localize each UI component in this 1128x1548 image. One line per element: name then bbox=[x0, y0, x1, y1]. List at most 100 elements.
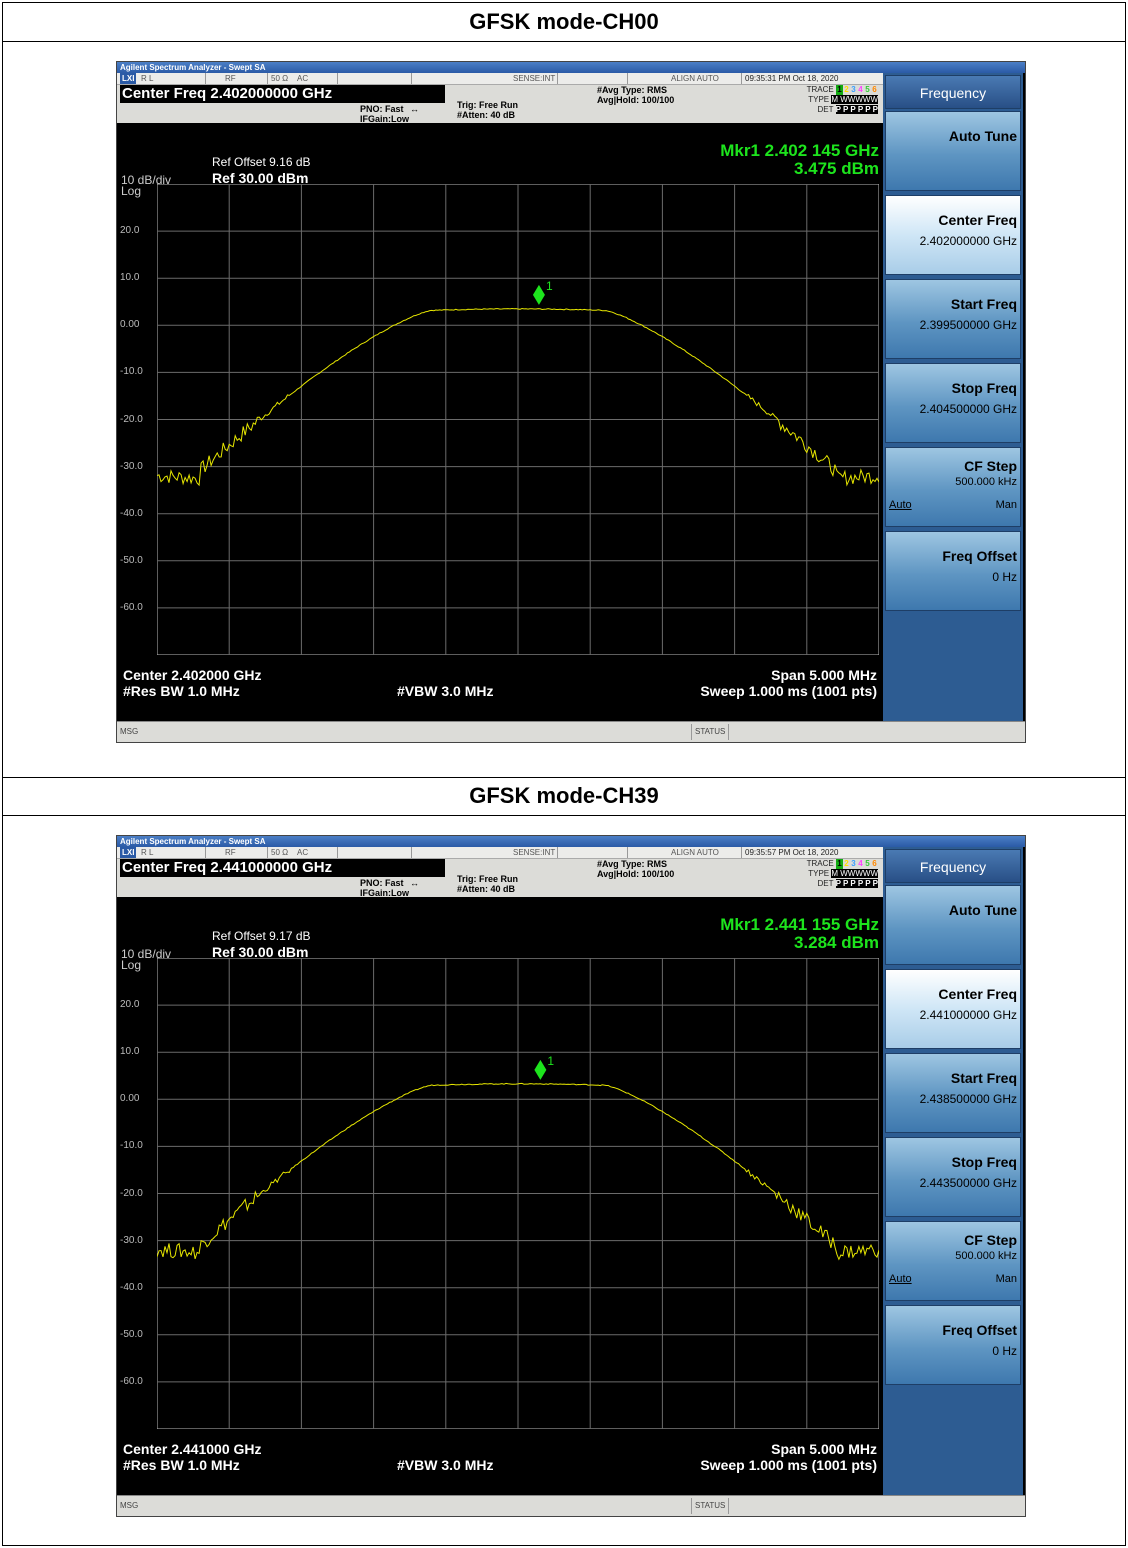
cf-step-button[interactable]: CF Step 500.000 kHz Auto Man bbox=[885, 1221, 1021, 1301]
divider bbox=[3, 41, 1125, 42]
det-label: DET bbox=[817, 105, 834, 114]
divider bbox=[3, 815, 1125, 816]
marker-amp: 3.475 dBm bbox=[793, 159, 879, 178]
vbw-label: #VBW 3.0 MHz bbox=[397, 1457, 494, 1473]
trace-number: 5 bbox=[865, 859, 870, 868]
y-tick-label: -20.0 bbox=[120, 1187, 143, 1199]
start-freq-value: 2.438500000 GHz bbox=[919, 1092, 1017, 1106]
divider bbox=[3, 777, 1125, 778]
cf-step-auto[interactable]: Auto bbox=[889, 499, 912, 511]
freq-offset-value: 0 Hz bbox=[992, 570, 1017, 584]
marker-readout: Mkr1 2.402 145 GHz 3.475 dBm bbox=[720, 142, 879, 178]
avg-hold-label: Avg|Hold: 100/100 bbox=[597, 95, 675, 105]
sweep-label: Sweep 1.000 ms (1001 pts) bbox=[700, 1457, 877, 1473]
cf-step-man[interactable]: Man bbox=[995, 499, 1017, 511]
start-freq-button[interactable]: Start Freq 2.438500000 GHz bbox=[885, 1053, 1021, 1133]
log-label: Log bbox=[121, 958, 142, 972]
stop-freq-label: Stop Freq bbox=[951, 1154, 1017, 1170]
message-bar: MSG STATUS bbox=[117, 1495, 1025, 1516]
ifgain-label: IFGain:Low bbox=[360, 114, 409, 124]
spectrum-graticule: 1 bbox=[157, 184, 879, 655]
window-title: Agilent Spectrum Analyzer - Swept SA bbox=[117, 62, 1025, 73]
settings-bar: LXI R L RF 50 Ω AC SENSE:INT ALIGN AUTO … bbox=[117, 847, 883, 898]
y-tick-label: -30.0 bbox=[120, 1234, 143, 1246]
res-bw-label: #Res BW 1.0 MHz bbox=[123, 1457, 240, 1473]
sense-label: SENSE:INT bbox=[513, 74, 556, 83]
softkey-panel: Frequency Auto Tune Center Freq 2.402000… bbox=[883, 73, 1023, 723]
rf-label: RF bbox=[225, 848, 236, 857]
stop-freq-button[interactable]: Stop Freq 2.404500000 GHz bbox=[885, 363, 1021, 443]
marker-amp: 3.284 dBm bbox=[793, 933, 879, 952]
trace-number: 3 bbox=[851, 85, 856, 94]
freq-offset-label: Freq Offset bbox=[942, 548, 1017, 564]
center-freq-label: Center Freq bbox=[938, 212, 1017, 228]
menu-title: Frequency bbox=[885, 849, 1021, 883]
message-bar: MSG STATUS bbox=[117, 721, 1025, 742]
rl-label: R L bbox=[141, 848, 154, 857]
sense-label: SENSE:INT bbox=[513, 848, 556, 857]
res-bw-label: #Res BW 1.0 MHz bbox=[123, 683, 240, 699]
marker-freq: Mkr1 2.441 155 GHz bbox=[720, 915, 879, 934]
pno-label: PNO: Fast bbox=[360, 878, 404, 888]
trace-number: 4 bbox=[858, 859, 863, 868]
align-label: ALIGN AUTO bbox=[671, 848, 719, 857]
softkey-panel: Frequency Auto Tune Center Freq 2.441000… bbox=[883, 847, 1023, 1497]
trig-label: Trig: Free Run bbox=[457, 100, 519, 110]
spectrum-analyzer-screenshot: Agilent Spectrum Analyzer - Swept SA LXI… bbox=[116, 61, 1026, 743]
status-row: LXI R L RF 50 Ω AC SENSE:INT ALIGN AUTO … bbox=[117, 847, 883, 859]
freq-offset-button[interactable]: Freq Offset 0 Hz bbox=[885, 1305, 1021, 1385]
center-freq-value: 2.441000000 GHz bbox=[919, 1008, 1017, 1022]
stop-freq-label: Stop Freq bbox=[951, 380, 1017, 396]
trace-label: TRACE bbox=[806, 859, 834, 868]
center-freq-value: 2.402000000 GHz bbox=[919, 234, 1017, 248]
status-row: LXI R L RF 50 Ω AC SENSE:INT ALIGN AUTO … bbox=[117, 73, 883, 85]
atten-label: #Atten: 40 dB bbox=[457, 110, 516, 120]
trace-number: 1 bbox=[836, 859, 843, 869]
atten-label: #Atten: 40 dB bbox=[457, 884, 516, 894]
start-freq-button[interactable]: Start Freq 2.399500000 GHz bbox=[885, 279, 1021, 359]
msg-label: MSG bbox=[120, 727, 139, 736]
center-freq-readout: Center Freq 2.402000000 GHz bbox=[120, 85, 445, 103]
align-label: ALIGN AUTO bbox=[671, 74, 719, 83]
det-label: DET bbox=[817, 879, 834, 888]
stop-freq-button[interactable]: Stop Freq 2.443500000 GHz bbox=[885, 1137, 1021, 1217]
sweep-label: Sweep 1.000 ms (1001 pts) bbox=[700, 683, 877, 699]
trace-number: 5 bbox=[865, 85, 870, 94]
trace-number: 4 bbox=[858, 85, 863, 94]
y-tick-label: -30.0 bbox=[120, 460, 143, 472]
center-freq-readout: Center Freq 2.441000000 GHz bbox=[120, 859, 445, 877]
cf-step-button[interactable]: CF Step 500.000 kHz Auto Man bbox=[885, 447, 1021, 527]
det-value: P P P P P P bbox=[835, 879, 878, 888]
start-freq-label: Start Freq bbox=[950, 296, 1017, 312]
start-freq-label: Start Freq bbox=[950, 1070, 1017, 1086]
y-tick-label: 20.0 bbox=[120, 225, 140, 237]
y-tick-label: 10.0 bbox=[120, 272, 140, 284]
freq-offset-button[interactable]: Freq Offset 0 Hz bbox=[885, 531, 1021, 611]
spectrum-trace bbox=[157, 307, 879, 487]
center-freq-button[interactable]: Center Freq 2.402000000 GHz bbox=[885, 195, 1021, 275]
auto-tune-button[interactable]: Auto Tune bbox=[885, 111, 1021, 191]
y-tick-label: 10.0 bbox=[120, 1046, 140, 1058]
status-label: STATUS bbox=[691, 1498, 730, 1514]
auto-tune-button[interactable]: Auto Tune bbox=[885, 885, 1021, 965]
ref-offset: Ref Offset 9.17 dB bbox=[212, 929, 311, 943]
cf-step-auto[interactable]: Auto bbox=[889, 1273, 912, 1285]
rf-label: RF bbox=[225, 74, 236, 83]
center-freq-button[interactable]: Center Freq 2.441000000 GHz bbox=[885, 969, 1021, 1049]
trace-number: 1 bbox=[836, 85, 843, 95]
window-title: Agilent Spectrum Analyzer - Swept SA bbox=[117, 836, 1025, 847]
menu-title: Frequency bbox=[885, 75, 1021, 109]
trace-label: TRACE bbox=[806, 85, 834, 94]
ref-level: Ref 30.00 dBm bbox=[212, 170, 309, 186]
type-value: M WWWWW bbox=[831, 95, 878, 104]
vbw-label: #VBW 3.0 MHz bbox=[397, 683, 494, 699]
section-title-ch00: GFSK mode-CH00 bbox=[469, 9, 659, 34]
settings-bar: LXI R L RF 50 Ω AC SENSE:INT ALIGN AUTO … bbox=[117, 73, 883, 124]
section-title-ch39: GFSK mode-CH39 bbox=[469, 783, 659, 808]
cf-step-label: CF Step bbox=[964, 1232, 1017, 1248]
trig-label: Trig: Free Run bbox=[457, 874, 519, 884]
cf-step-man[interactable]: Man bbox=[995, 1273, 1017, 1285]
